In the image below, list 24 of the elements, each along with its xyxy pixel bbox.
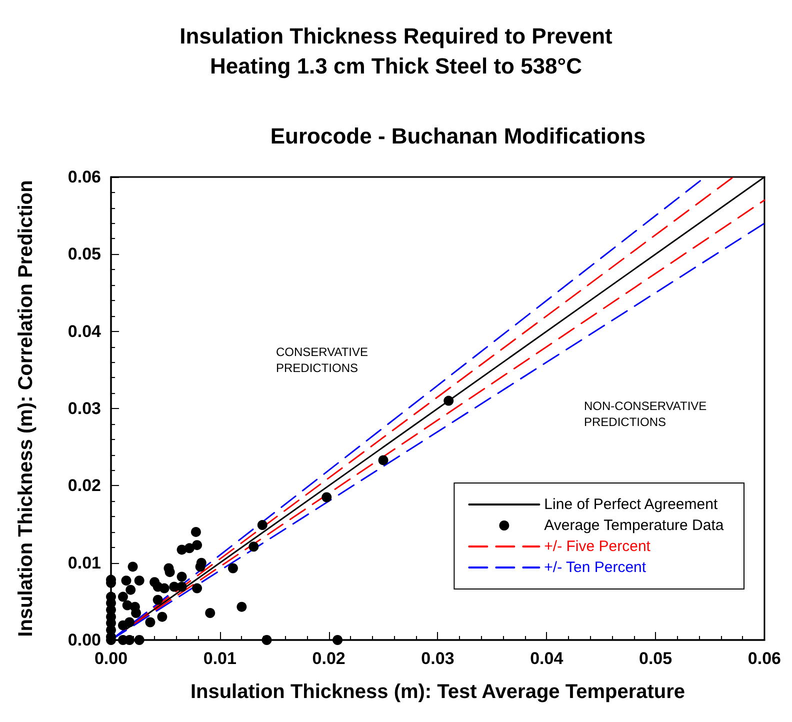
y-tick-label: 0.04: [68, 322, 102, 341]
x-tick-label: 0.02: [312, 649, 346, 668]
legend-label: Average Temperature Data: [544, 517, 724, 534]
x-tick-label: 0.01: [203, 649, 236, 668]
y-tick-label: 0.06: [68, 168, 101, 186]
x-tick-label: 0.04: [530, 649, 564, 668]
annotation: NON-CONSERVATIVE PREDICTIONS: [584, 399, 707, 429]
y-tick-label: 0.02: [68, 476, 101, 496]
y-tick-label: 0.03: [68, 399, 101, 418]
y-axis-title: Insulation Thickness (m): Correlation Prediction: [15, 180, 37, 637]
annotation: CONSERVATIVE PREDICTIONS: [276, 345, 368, 375]
y-tick-label: 0.01: [68, 553, 101, 572]
chart-subtitle: Eurocode - Buchanan Modifications: [270, 124, 646, 148]
legend-label: Line of Perfect Agreement: [544, 496, 718, 513]
y-tick-label: 0.00: [68, 630, 101, 650]
x-tick-label: 0.06: [748, 649, 782, 668]
x-tick-label: 0.05: [639, 649, 672, 668]
x-axis-title: Insulation Thickness (m): Test Average Temperature: [190, 681, 686, 703]
legend-label: +/- Five Percent: [544, 538, 652, 555]
x-tick-label: 0.03: [421, 649, 454, 668]
y-tick-label: 0.05: [68, 244, 101, 264]
chart-title: Insulation Thickness Required to Prevent Heating 1.3 cm Thick Steel to 538°C: [180, 24, 614, 78]
x-tick-label: 0.00: [94, 649, 128, 668]
legend-label: +/- Ten Percent: [544, 559, 647, 576]
